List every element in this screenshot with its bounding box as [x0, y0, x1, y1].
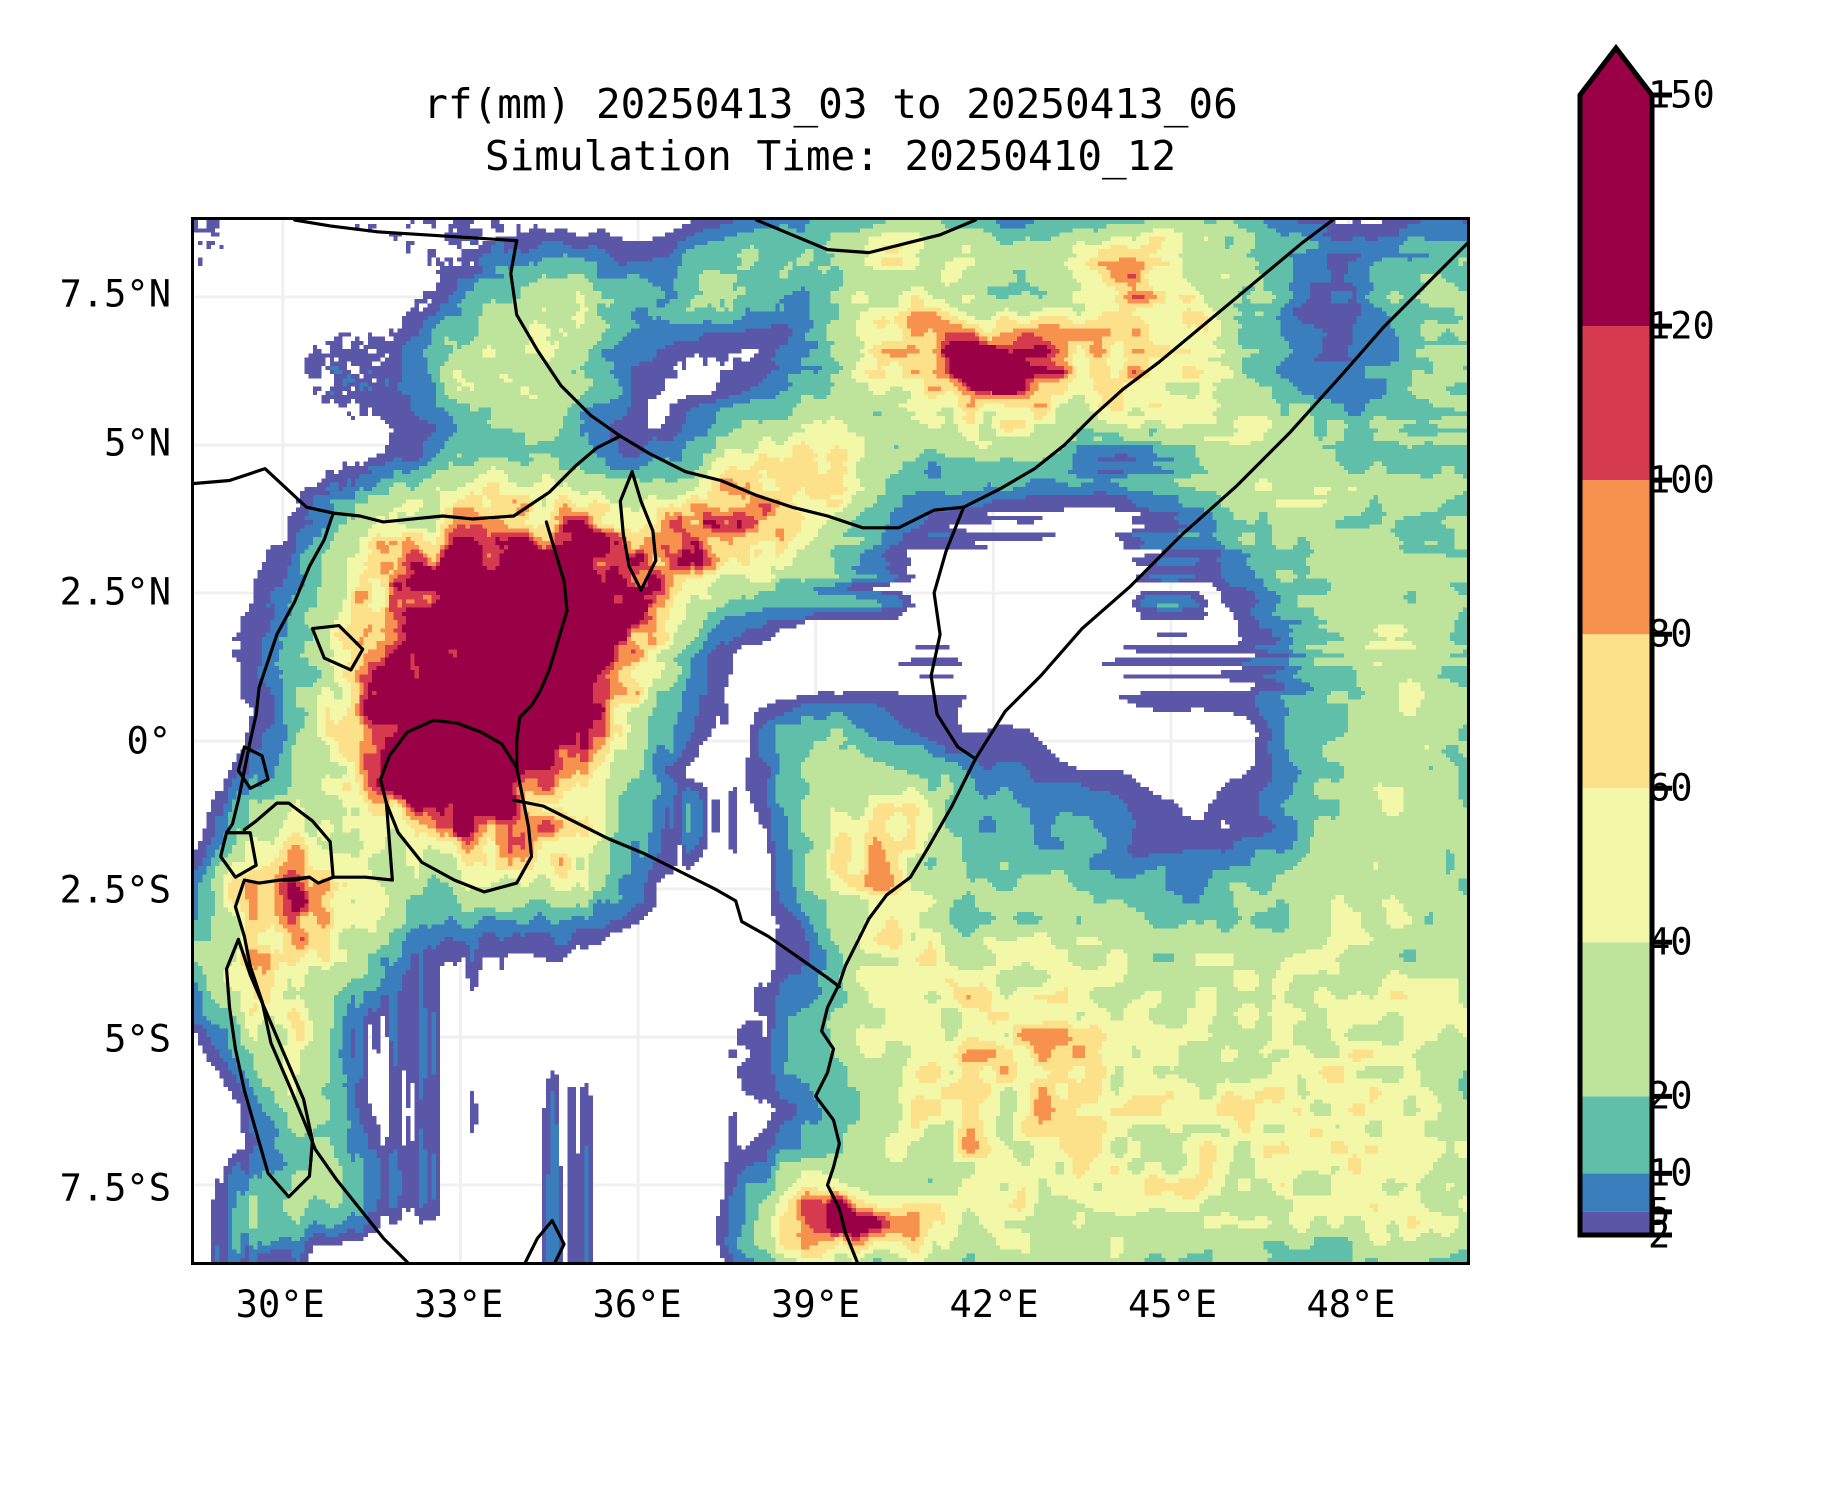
x-tick-label: 48°E: [1306, 1283, 1396, 1326]
y-tick-label: 2.5°N: [59, 570, 171, 614]
geo-polyline: [310, 623, 365, 672]
geo-polyline: [618, 470, 658, 592]
geo-polyline: [754, 220, 978, 255]
precip-band-40-60: [223, 228, 1467, 1262]
geo-polyline: [962, 220, 1336, 509]
geo-polyline: [293, 220, 519, 243]
colorbar-tick-label: 150: [1648, 73, 1715, 117]
x-axis-tick-labels: 30°E 33°E 36°E 39°E 42°E 45°E 48°E: [191, 1283, 1470, 1343]
geo-polyline: [224, 511, 335, 835]
colorbar-band: [1580, 942, 1652, 1097]
precip-band-120-150: [287, 340, 1064, 1237]
precip-band-10-20: [194, 220, 1467, 1262]
geo-polyline: [378, 718, 534, 894]
x-tick-label: 42°E: [949, 1283, 1039, 1326]
geo-polyline: [523, 1218, 566, 1262]
colorbar-tick-label: 10: [1648, 1151, 1693, 1195]
y-tick-label: 5°N: [104, 421, 171, 465]
geo-polyline: [509, 239, 622, 438]
y-tick-label: 0°: [126, 719, 171, 763]
colorbar[interactable]: 2 5 10 20 40 60 80 100 120 150: [1560, 40, 1820, 1280]
y-tick-label: 5°S: [104, 1017, 171, 1061]
geo-polyline: [618, 434, 966, 530]
colorbar-band: [1580, 480, 1652, 635]
colorbar-tick-label: 2: [1648, 1213, 1671, 1257]
geo-polyline: [331, 801, 394, 882]
colorbar-band: [1580, 634, 1652, 789]
geo-polyline: [278, 875, 312, 882]
colorbar-extend-arrow: [1580, 48, 1652, 95]
title-line-primary: rf(mm) 20250413_03 to 20250413_06: [423, 80, 1238, 128]
geo-polyline: [260, 999, 409, 1262]
colorbar-tick-label: 5: [1648, 1190, 1671, 1234]
colorbar-band: [1580, 1211, 1652, 1235]
coastline-and-borders: [194, 220, 1467, 1262]
colorbar-band: [1580, 1096, 1652, 1174]
geo-polyline: [512, 798, 841, 989]
geo-polyline: [219, 831, 258, 879]
geo-polyline: [236, 745, 270, 790]
precip-band-2-5: [194, 220, 1467, 1262]
y-tick-label: 7.5°N: [59, 272, 171, 316]
y-tick-label: 2.5°S: [59, 868, 171, 912]
geo-polyline: [515, 520, 569, 770]
colorbar-tick-label: 40: [1648, 920, 1693, 964]
colorbar-tick-label: 120: [1648, 304, 1715, 348]
colorbar-band: [1580, 326, 1652, 481]
colorbar-tick-label: 100: [1648, 458, 1715, 502]
figure-title: rf(mm) 20250413_03 to 20250413_06 Simula…: [191, 78, 1470, 183]
x-tick-label: 39°E: [771, 1283, 861, 1326]
colorbar-tick-label: 60: [1648, 766, 1693, 810]
precipitation-field: [194, 220, 1467, 1262]
geo-polyline: [242, 801, 335, 879]
y-axis-tick-labels: 7.5°N 5°N 2.5°N 0° 2.5°S 5°S 7.5°S: [0, 217, 171, 1265]
colorbar-tick-label: 80: [1648, 612, 1693, 656]
colorbar-band: [1580, 95, 1652, 327]
colorbar-band: [1580, 788, 1652, 943]
colorbar-tick-label: 20: [1648, 1074, 1693, 1118]
geo-polyline: [929, 505, 978, 761]
y-tick-label: 7.5°S: [59, 1166, 171, 1210]
geo-polyline: [194, 434, 622, 524]
precip-band-80-100: [244, 257, 1158, 1250]
geo-polyline: [224, 937, 315, 1199]
x-tick-label: 36°E: [592, 1283, 682, 1326]
colorbar-swatches: [1577, 43, 1672, 1238]
title-line-simulation-time: Simulation Time: 20250410_12: [484, 132, 1177, 181]
map-plot-area[interactable]: [191, 217, 1470, 1265]
x-tick-label: 30°E: [235, 1283, 325, 1326]
geo-polyline: [814, 241, 1467, 1262]
x-tick-label: 33°E: [414, 1283, 504, 1326]
geo-polyline: [233, 875, 335, 1004]
x-tick-label: 45°E: [1127, 1283, 1218, 1326]
colorbar-band: [1580, 1173, 1652, 1212]
precip-band-20-40: [194, 220, 1467, 1262]
rainfall-map: [194, 220, 1467, 1262]
